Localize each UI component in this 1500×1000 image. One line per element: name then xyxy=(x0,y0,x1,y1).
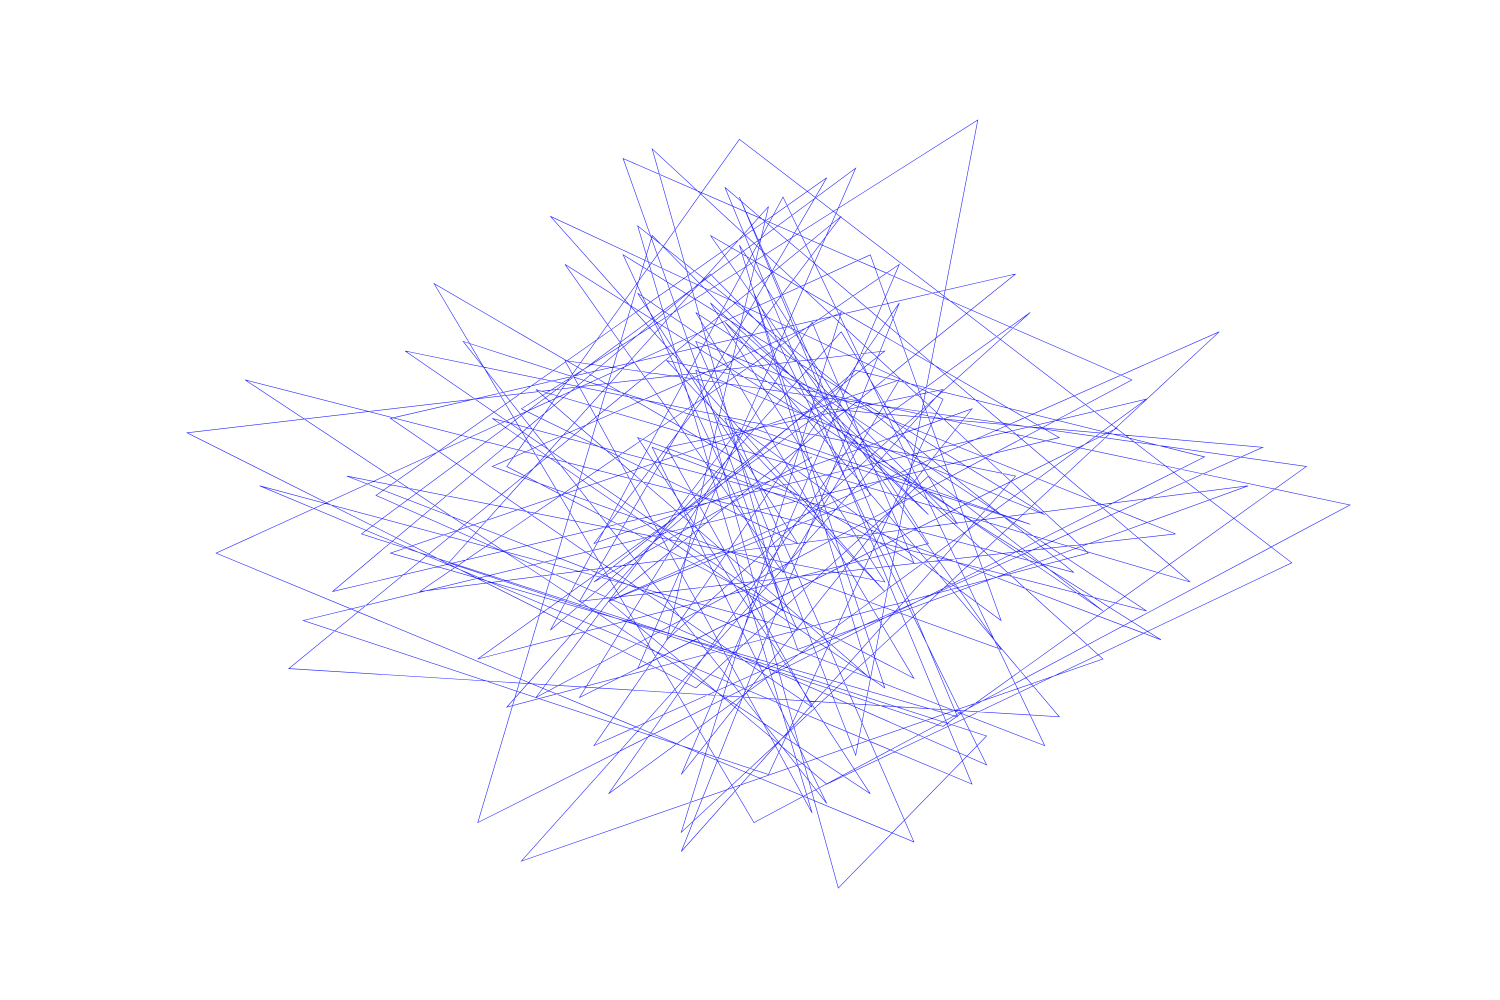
data-line xyxy=(185,119,1351,889)
